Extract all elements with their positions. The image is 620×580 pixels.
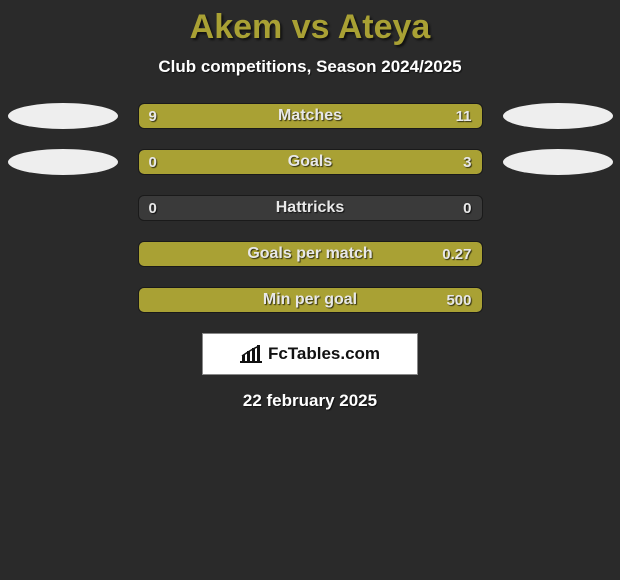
left-ellipse (8, 241, 118, 267)
chart-icon (240, 345, 262, 363)
stat-row: 00Hattricks (0, 195, 620, 221)
stat-label: Hattricks (139, 196, 482, 220)
left-ellipse (8, 149, 118, 175)
page-title: Akem vs Ateya (0, 8, 620, 47)
stat-bar: 911Matches (138, 103, 483, 129)
right-ellipse (503, 287, 613, 313)
stat-bar: 0.27Goals per match (138, 241, 483, 267)
stat-bar: 500Min per goal (138, 287, 483, 313)
stat-row: 0.27Goals per match (0, 241, 620, 267)
right-ellipse (503, 103, 613, 129)
stat-row: 500Min per goal (0, 287, 620, 313)
stat-bar: 00Hattricks (138, 195, 483, 221)
stat-label: Matches (139, 104, 482, 128)
stats-rows: 911Matches 03Goals 00Hattricks 0.27Goals pe… (0, 103, 620, 313)
left-ellipse (8, 287, 118, 313)
date-text: 22 february 2025 (0, 391, 620, 411)
right-ellipse (503, 241, 613, 267)
stat-row: 03Goals (0, 149, 620, 175)
badge-text: FcTables.com (268, 344, 380, 364)
right-ellipse (503, 195, 613, 221)
source-badge: FcTables.com (202, 333, 418, 375)
left-ellipse (8, 195, 118, 221)
left-ellipse (8, 103, 118, 129)
subtitle: Club competitions, Season 2024/2025 (0, 57, 620, 77)
stat-label: Goals (139, 150, 482, 174)
stat-bar: 03Goals (138, 149, 483, 175)
stat-label: Min per goal (139, 288, 482, 312)
right-ellipse (503, 149, 613, 175)
stat-row: 911Matches (0, 103, 620, 129)
stat-label: Goals per match (139, 242, 482, 266)
